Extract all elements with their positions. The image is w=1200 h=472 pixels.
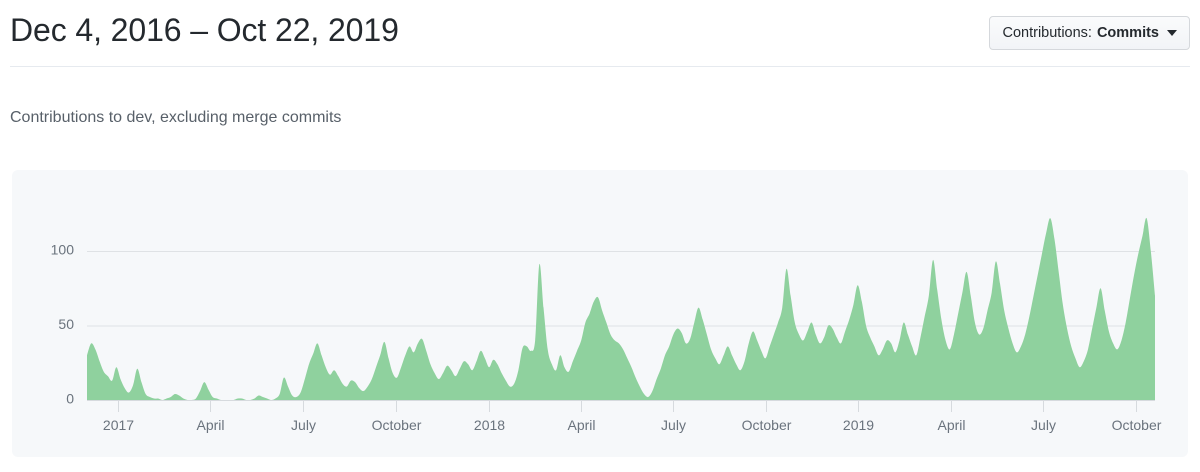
contributions-chart-panel: 0 50 100 2017 April July October 2018 April July… [12,170,1188,457]
x-axis-tick-label: July [661,417,686,433]
x-axis-tick-label: 2019 [843,417,874,433]
x-axis-tick-label: October [1112,417,1162,433]
x-axis-tick-label: April [937,417,965,433]
chart-subtitle: Contributions to dev, excluding merge co… [10,109,342,126]
contributions-type-dropdown[interactable]: Contributions: Commits [989,16,1190,50]
chart-x-axis [87,400,1155,412]
x-axis-tick-label: July [291,417,316,433]
x-axis-tick-label: October [372,417,422,433]
dropdown-label: Contributions: [1002,25,1092,41]
y-axis-tick-label: 0 [66,391,74,407]
chart-y-axis-labels: 0 50 100 [51,242,75,407]
chart-gridlines [87,251,1155,327]
chevron-down-icon [1167,30,1177,36]
chart-x-axis-labels: 2017 April July October 2018 April July October… [103,417,1162,433]
dropdown-value: Commits [1096,25,1159,41]
x-axis-tick-label: October [742,417,792,433]
x-axis-tick-label: July [1031,417,1056,433]
y-axis-tick-label: 100 [51,242,75,258]
x-axis-tick-label: April [196,417,224,433]
x-axis-tick-label: 2017 [103,417,134,433]
commits-area-series [87,217,1155,401]
x-axis-tick-label: 2018 [474,417,505,433]
y-axis-tick-label: 50 [58,316,74,332]
x-axis-tick-label: April [567,417,595,433]
page-title: Dec 4, 2016 – Oct 22, 2019 [10,12,399,49]
page-header: Dec 4, 2016 – Oct 22, 2019 Contributions… [10,0,1190,67]
contributions-area-chart: 0 50 100 2017 April July October 2018 April July… [51,217,1162,433]
